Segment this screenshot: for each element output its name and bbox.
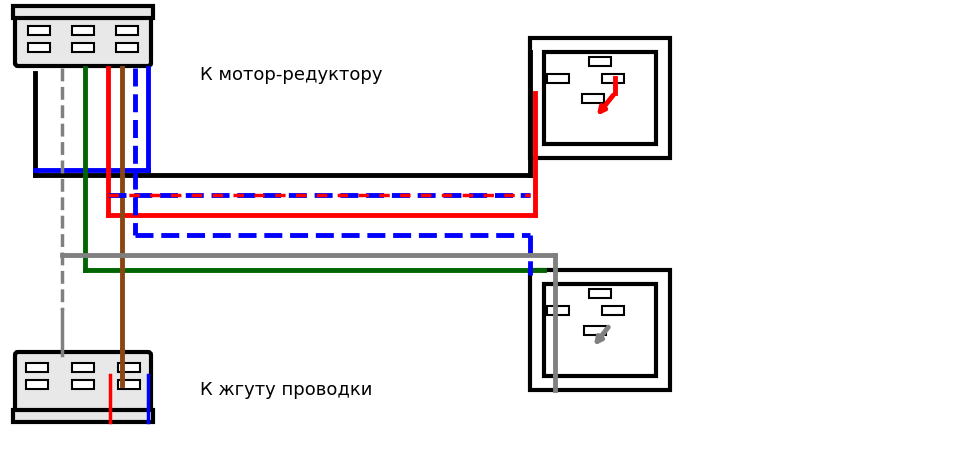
Bar bbox=[547, 306, 569, 315]
Bar bbox=[589, 289, 611, 298]
FancyBboxPatch shape bbox=[15, 352, 151, 413]
Bar bbox=[72, 43, 94, 52]
Bar bbox=[26, 380, 48, 389]
Bar bbox=[544, 52, 656, 144]
Text: К мотор-редуктору: К мотор-редуктору bbox=[200, 66, 382, 84]
Bar bbox=[116, 43, 138, 52]
Bar bbox=[28, 26, 50, 35]
Bar bbox=[118, 380, 140, 389]
Bar bbox=[26, 363, 48, 372]
Bar bbox=[530, 270, 670, 390]
Bar bbox=[13, 410, 153, 422]
Bar bbox=[116, 26, 138, 35]
Bar bbox=[602, 306, 624, 315]
Bar bbox=[72, 363, 94, 372]
Bar bbox=[72, 26, 94, 35]
Bar bbox=[28, 43, 50, 52]
Bar bbox=[602, 74, 624, 83]
Bar bbox=[589, 57, 611, 66]
Bar bbox=[544, 284, 656, 376]
Bar bbox=[584, 326, 606, 335]
Bar bbox=[530, 38, 670, 158]
Bar bbox=[582, 94, 604, 103]
FancyBboxPatch shape bbox=[15, 15, 151, 66]
Text: К жгуту проводки: К жгуту проводки bbox=[200, 381, 372, 399]
Bar bbox=[13, 6, 153, 18]
Bar bbox=[72, 380, 94, 389]
Bar bbox=[547, 74, 569, 83]
Bar bbox=[118, 363, 140, 372]
